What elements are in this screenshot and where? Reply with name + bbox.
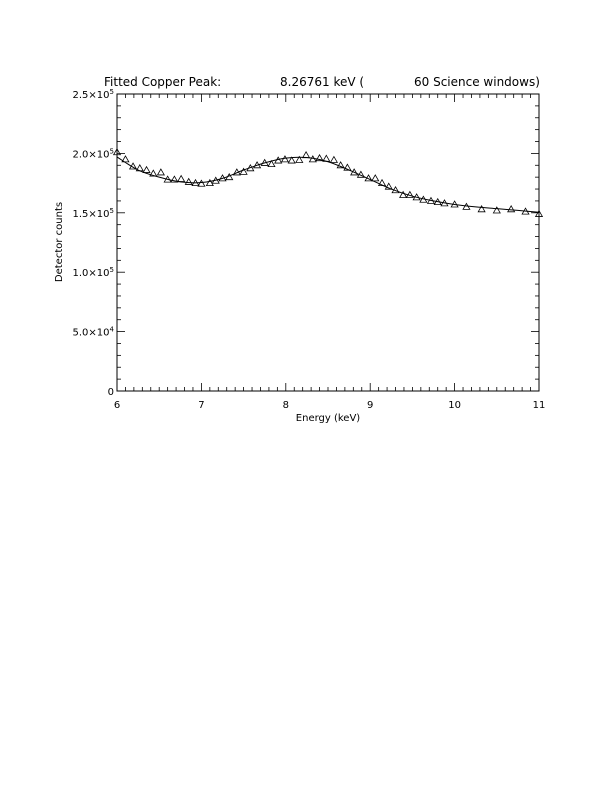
data-point-triangle [315,153,324,162]
y-tick-exponent: 5 [110,88,114,96]
data-point-triangle [308,155,317,163]
data-point-triangle [295,155,304,163]
data-point-triangle [197,179,206,187]
data-point-triangle [356,170,366,178]
x-tick-label: 9 [367,400,373,411]
chart-title-value: 8.26761 keV ( [280,75,364,89]
data-point-triangle [260,158,269,166]
y-tick-mantissa: 2.5×10 [73,90,110,101]
chart-title-prefix: Fitted Copper Peak: [104,75,221,89]
data-point-triangle [412,193,421,201]
data-point-triangle [492,206,501,214]
data-point-triangle [384,182,393,190]
x-tick-label: 11 [533,400,546,411]
data-point-triangle [177,174,186,182]
x-tick-label: 8 [283,400,289,411]
x-axis-label: Energy (keV) [296,413,361,424]
data-point-triangle [211,176,220,184]
data-point-triangle [322,154,331,162]
y-tick-exponent: 5 [110,266,114,274]
y-tick-exponent: 4 [110,326,115,334]
data-point-triangle [462,202,471,210]
data-point-triangle [405,190,414,198]
data-point-triangle [329,155,338,163]
data-point-triangle [301,150,311,159]
y-axis-label: Detector counts [54,202,65,282]
data-point-triangle [440,199,449,207]
x-axis-ticks [116,94,540,391]
y-tick-exponent: 5 [110,207,114,215]
data-point-triangle [280,155,290,163]
y-tick-mantissa: 2.0×10 [73,149,110,160]
data-point-triangle [142,165,151,173]
data-point-triangle [135,164,144,172]
data-point-triangle [507,205,516,213]
data-point-triangle [156,168,165,176]
data-point-triangle [343,163,352,171]
y-tick-mantissa: 0 [108,387,114,398]
data-point-triangle [426,196,436,204]
fit-curve [116,156,540,213]
data-point-triangle [371,174,380,182]
data-point-series [112,148,544,217]
x-tick-label: 7 [198,400,204,411]
data-point-triangle [218,174,227,182]
data-point-triangle [184,177,193,185]
data-point-triangle [232,168,241,176]
data-point-triangle [274,156,283,164]
data-point-triangle [350,168,359,176]
y-tick-label: 1.5×105 [73,207,114,220]
data-point-triangle [246,164,255,172]
data-point-triangle [149,169,158,177]
data-point-triangle [205,178,214,187]
data-point-triangle [253,161,262,169]
x-tick-label: 6 [114,400,120,411]
fit-curve-series [116,156,540,213]
data-point-triangle [163,175,172,183]
y-tick-mantissa: 5.0×10 [73,328,110,339]
data-point-triangle [419,195,428,203]
data-point-triangle [450,200,459,208]
y-tick-label: 2.0×105 [73,147,114,160]
y-tick-label: 1.0×105 [73,266,114,279]
y-tick-label: 2.5×105 [73,88,114,101]
y-tick-mantissa: 1.0×10 [73,268,110,279]
data-point-triangle [239,167,248,175]
data-point-triangle [399,190,408,198]
data-point-triangle [433,197,442,206]
x-axis-tick-labels: 6 7 8 9 10 11 [114,400,546,411]
data-point-triangle [267,159,276,168]
data-point-triangle [287,156,296,164]
data-point-triangle [364,174,373,182]
data-point-triangle [336,161,345,169]
x-tick-label: 10 [448,400,461,411]
plot-frame [116,93,540,392]
data-point-triangle [225,172,234,181]
data-point-triangle [534,209,544,217]
data-point-triangle [112,148,122,156]
data-point-triangle [191,178,200,187]
y-tick-mantissa: 1.5×10 [73,209,110,220]
data-point-triangle [170,175,179,183]
data-point-triangle [377,178,387,187]
y-tick-exponent: 5 [110,147,114,155]
y-tick-label: 5.0×104 [73,326,115,339]
data-point-triangle [121,155,130,163]
data-point-triangle [521,207,530,215]
y-tick-label: 0 [108,387,114,398]
data-point-triangle [128,162,138,170]
chart-title-suffix: 60 Science windows) [414,75,540,89]
data-point-triangle [477,205,486,213]
data-point-triangle [391,186,400,194]
y-axis-ticks [117,93,539,392]
chart-title: Fitted Copper Peak: 8.26761 keV ( 60 Sci… [104,75,540,89]
